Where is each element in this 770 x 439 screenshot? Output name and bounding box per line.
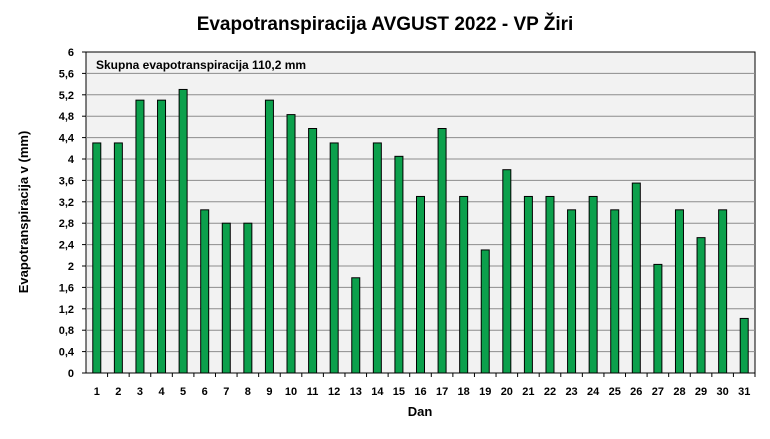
x-tick-label: 8 — [245, 386, 251, 398]
bar-day-27 — [653, 263, 663, 374]
y-tick-label: 1,6 — [59, 282, 74, 294]
x-tick-label: 17 — [436, 386, 448, 398]
bar-day-26 — [631, 182, 641, 374]
y-tick-label: 0 — [68, 368, 74, 380]
bar-day-9 — [264, 99, 274, 374]
x-tick-label: 5 — [180, 386, 186, 398]
bar-day-31 — [739, 317, 749, 374]
bar-day-22 — [545, 195, 555, 374]
x-tick-label: 7 — [223, 386, 229, 398]
y-tick-label: 6 — [68, 47, 74, 59]
bar-day-7 — [221, 222, 231, 374]
x-tick-label: 12 — [328, 386, 340, 398]
x-tick-label: 23 — [565, 386, 577, 398]
chart-title: Evapotranspiracija AVGUST 2022 - VP Žiri — [197, 13, 574, 35]
x-tick-label: 30 — [717, 386, 729, 398]
bar-day-20 — [502, 169, 512, 374]
bar-day-1 — [92, 142, 102, 374]
bar-day-6 — [200, 209, 210, 374]
x-tick-label: 19 — [479, 386, 491, 398]
x-tick-label: 1 — [94, 386, 100, 398]
x-tick-label: 28 — [673, 386, 685, 398]
bar-day-28 — [674, 209, 684, 374]
bar-day-16 — [416, 195, 425, 374]
x-tick-label: 16 — [414, 386, 426, 398]
y-tick-label: 4 — [68, 154, 75, 166]
y-tick-label: 0,8 — [59, 325, 74, 337]
x-tick-label: 2 — [115, 386, 121, 398]
bars — [92, 88, 749, 374]
bar-day-10 — [286, 114, 296, 374]
x-axis-title: Dan — [408, 404, 433, 419]
x-tick-labels: 1 2 3 4 5 6 7 8 9 10 11 12 13 14 15 16 17 18 19 20 21 22 23 24 2… — [94, 373, 756, 398]
x-tick-label: 6 — [202, 386, 208, 398]
x-tick-label: 27 — [652, 386, 664, 398]
x-tick-label: 18 — [458, 386, 470, 398]
x-tick-label: 9 — [266, 386, 272, 398]
x-tick-label: 20 — [501, 386, 513, 398]
y-tick-label: 3,6 — [59, 175, 74, 187]
y-tick-label: 5,6 — [59, 68, 74, 80]
bar-day-15 — [394, 155, 404, 374]
y-tick-label: 3,2 — [59, 197, 74, 209]
y-tick-label: 5,2 — [59, 90, 74, 102]
y-tick-label: 2,4 — [59, 240, 75, 252]
x-tick-label: 3 — [137, 386, 143, 398]
y-tick-label: 0,4 — [59, 347, 75, 359]
x-tick-label: 31 — [738, 386, 750, 398]
x-tick-label: 29 — [695, 386, 707, 398]
bar-day-8 — [243, 222, 253, 374]
bar-day-5 — [178, 88, 188, 374]
bar-day-2 — [113, 142, 123, 374]
y-tick-label: 2,8 — [59, 218, 74, 230]
bar-day-23 — [567, 209, 577, 374]
x-tick-label: 21 — [522, 386, 534, 398]
x-tick-label: 25 — [609, 386, 621, 398]
total-annotation: Skupna evapotranspiracija 110,2 mm — [96, 58, 306, 72]
x-tick-label: 24 — [587, 386, 600, 398]
x-tick-label: 13 — [350, 386, 362, 398]
bar-day-14 — [372, 142, 382, 374]
bar-day-18 — [459, 195, 469, 374]
x-tick-label: 22 — [544, 386, 556, 398]
bar-day-24 — [588, 195, 598, 374]
y-tick-label: 4,8 — [59, 111, 74, 123]
y-tick-labels: 0 0,4 0,8 1,2 1,6 2 2,4 2,8 3,2 3,6 4 4,4 4,8 5,2 5,6 6 — [59, 47, 75, 380]
bar-day-4 — [157, 99, 167, 374]
bar-day-12 — [329, 142, 339, 374]
bar-day-30 — [718, 209, 728, 374]
y-tick-label: 2 — [68, 261, 74, 273]
x-tick-label: 10 — [285, 386, 297, 398]
bar-day-3 — [135, 99, 145, 374]
y-tick-label: 1,2 — [59, 304, 74, 316]
x-tick-label: 4 — [158, 386, 165, 398]
x-tick-label: 11 — [307, 386, 319, 398]
y-tick-label: 4,4 — [59, 133, 75, 145]
x-tick-label: 26 — [630, 386, 642, 398]
bar-day-29 — [696, 237, 706, 374]
bar-day-17 — [437, 128, 447, 374]
bar-day-13 — [351, 277, 361, 374]
bar-day-21 — [523, 195, 533, 374]
x-tick-label: 15 — [393, 386, 405, 398]
bar-day-11 — [308, 128, 318, 374]
bar-day-19 — [480, 249, 490, 374]
bar-day-25 — [610, 209, 620, 374]
x-tick-label: 14 — [371, 386, 384, 398]
y-axis-title: Evapotranspiracija v (mm) — [16, 131, 31, 294]
